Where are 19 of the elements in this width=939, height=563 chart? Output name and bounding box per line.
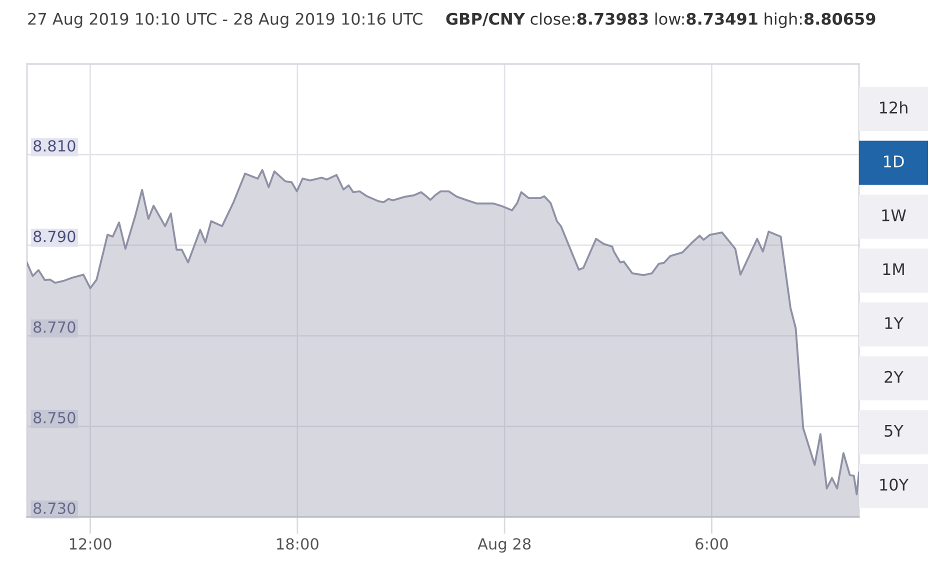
category-label: 1Y (885, 317, 904, 329)
x-tick-label: 18:00 (277, 538, 318, 550)
category-label: 5Y (884, 424, 904, 437)
category-label: 2Y (884, 370, 904, 383)
chart-title: 27 Aug 2019 10:10 UTC - 28 Aug 2019 10:16 UTC (28, 12, 422, 28)
category-label: 1M (883, 263, 904, 275)
y-tick-label: 8.790 (34, 230, 76, 242)
y-tick-label: 8.730 (34, 502, 76, 514)
y-tick-label: 8.770 (34, 321, 76, 333)
y-tick-label: 8.750 (34, 412, 76, 424)
chart-subtitle: GBP/CNY close:8.73983 low:8.73491 high:8.80659 (446, 12, 876, 28)
x-tick-label: Aug 28 (478, 538, 531, 553)
category-label: 10Y (880, 478, 909, 491)
x-tick-label: 6:00 (696, 538, 728, 550)
x-tick-label: 12:00 (70, 538, 112, 550)
category-label: 12h (880, 101, 908, 114)
category-label: 1W (882, 209, 906, 222)
category-label: 1D (884, 156, 904, 168)
y-tick-label: 8.810 (34, 140, 76, 152)
